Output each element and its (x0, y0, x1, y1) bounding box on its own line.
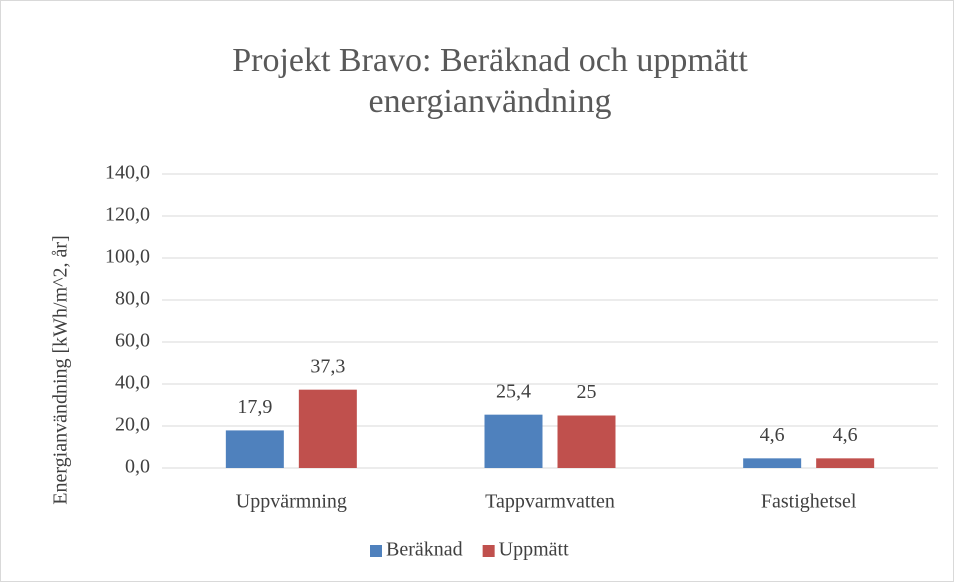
data-label: 4,6 (760, 424, 785, 446)
legend-swatch (370, 545, 382, 557)
chart-title: energianvändning (369, 83, 612, 120)
bar (743, 458, 802, 468)
y-tick-label: 20,0 (115, 414, 150, 436)
bar (816, 458, 875, 468)
x-tick-label: Uppvärmning (236, 491, 347, 513)
bar (298, 389, 357, 468)
chart-title: Projekt Bravo: Beräknad och uppmätt (232, 42, 748, 79)
data-label: 37,3 (310, 355, 345, 377)
y-tick-label: 80,0 (115, 288, 150, 310)
y-tick-label: 60,0 (115, 330, 150, 352)
y-tick-label: 100,0 (105, 246, 150, 268)
x-tick-label: Fastighetsel (761, 491, 857, 513)
y-tick-label: 40,0 (115, 372, 150, 394)
legend-swatch (482, 545, 495, 557)
y-tick-label: 0,0 (125, 456, 150, 478)
bar (225, 430, 284, 468)
x-tick-label: Tappvarmvatten (485, 491, 615, 513)
legend-label: Uppmätt (499, 539, 569, 561)
bar (557, 415, 616, 468)
bar (484, 414, 543, 468)
y-axis-label: Energianvändning [kWh/m^2, år] (50, 235, 72, 505)
legend-label: Beräknad (386, 539, 463, 561)
data-label: 17,9 (237, 396, 272, 418)
data-label: 25 (577, 381, 597, 403)
data-label: 25,4 (496, 380, 531, 402)
data-label: 4,6 (833, 424, 858, 446)
y-tick-label: 140,0 (105, 162, 150, 184)
y-tick-label: 120,0 (105, 204, 150, 226)
